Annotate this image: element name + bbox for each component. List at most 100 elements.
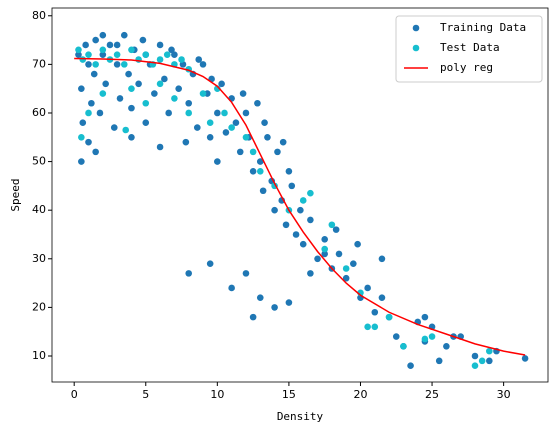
point (206, 260, 214, 267)
point (142, 99, 150, 107)
point (79, 56, 87, 63)
point (106, 41, 114, 49)
legend-box (395, 15, 543, 83)
point (182, 138, 190, 146)
point (151, 90, 158, 97)
point (122, 126, 130, 134)
point (371, 308, 379, 316)
point (328, 221, 336, 229)
point (82, 41, 89, 49)
point (120, 61, 128, 68)
x-tick-label: 30 (497, 388, 511, 401)
point (185, 270, 193, 277)
point (128, 85, 135, 92)
point (199, 90, 207, 97)
point (218, 80, 225, 88)
x-tick-label: 15 (282, 388, 296, 401)
point (378, 294, 386, 301)
point (128, 104, 135, 112)
point (443, 342, 450, 350)
point (156, 41, 164, 49)
point (354, 240, 361, 248)
point (195, 56, 203, 63)
point (99, 46, 107, 54)
y-tick-label: 80 (32, 9, 46, 22)
point (185, 99, 193, 107)
legend-label: Test Data (440, 41, 500, 54)
point (110, 124, 118, 131)
point (350, 260, 357, 267)
point (221, 109, 228, 117)
point (271, 206, 278, 214)
point (206, 133, 214, 141)
point (113, 61, 121, 68)
point (364, 323, 371, 331)
legend-marker (412, 24, 420, 32)
point (486, 357, 493, 365)
point (85, 138, 92, 146)
point (228, 124, 235, 131)
point (239, 90, 247, 97)
point (378, 255, 386, 263)
x-tick-label: 0 (71, 388, 78, 401)
point (206, 119, 214, 127)
point (78, 133, 85, 141)
point (249, 313, 257, 321)
point (285, 299, 293, 306)
point (214, 109, 221, 117)
point (222, 129, 230, 136)
point (232, 119, 240, 127)
y-tick-label: 60 (32, 106, 46, 119)
point (242, 109, 250, 117)
point (85, 109, 92, 117)
y-tick-label: 50 (32, 155, 46, 168)
y-axis-label: Speed (9, 178, 22, 211)
x-tick-label: 25 (425, 388, 439, 401)
point (99, 31, 107, 39)
point (299, 197, 307, 204)
point (435, 357, 443, 365)
point (113, 41, 121, 49)
point (128, 133, 135, 141)
legend-marker (412, 44, 420, 52)
point (400, 342, 407, 350)
point (75, 46, 82, 54)
point (125, 70, 132, 78)
point (168, 46, 175, 54)
point (128, 46, 135, 54)
point (256, 168, 264, 175)
point (478, 357, 486, 365)
y-tick-label: 30 (32, 252, 46, 265)
point (271, 304, 278, 311)
x-tick-label: 5 (142, 388, 149, 401)
point (342, 265, 350, 272)
point (421, 313, 429, 321)
point (142, 119, 150, 127)
point (102, 80, 109, 88)
point (185, 109, 193, 117)
point (85, 51, 92, 58)
point (407, 362, 414, 370)
y-tick-label: 70 (32, 57, 46, 70)
point (165, 109, 172, 117)
point (175, 85, 182, 92)
point (264, 133, 271, 141)
point (321, 250, 328, 258)
point (99, 51, 107, 58)
point (428, 333, 436, 340)
point (214, 158, 221, 165)
point (486, 347, 493, 355)
point (96, 109, 104, 117)
point (92, 148, 99, 156)
legend-label: poly reg (440, 61, 493, 74)
point (314, 255, 321, 263)
point (90, 70, 98, 78)
point (142, 51, 150, 58)
point (120, 31, 128, 39)
point (199, 61, 207, 68)
point (156, 56, 164, 63)
point (321, 245, 328, 253)
point (307, 189, 314, 197)
point (385, 313, 393, 321)
